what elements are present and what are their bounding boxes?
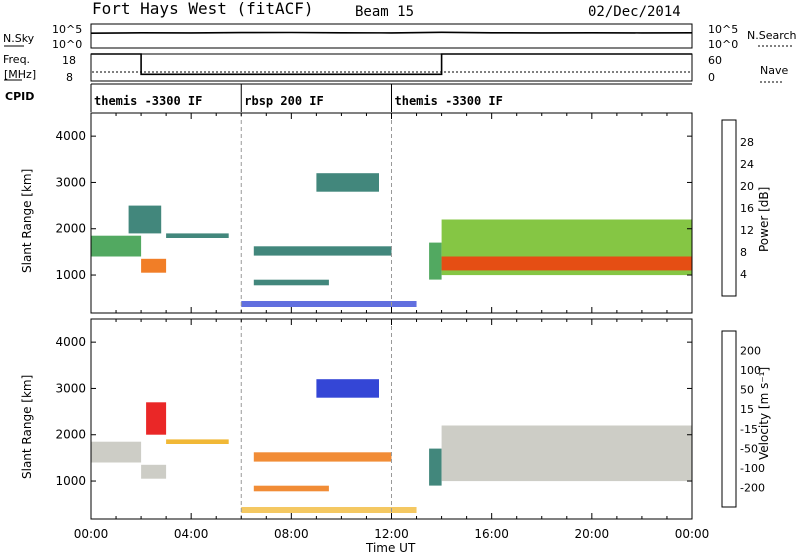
scatter-region [141,464,167,479]
scatter-region [429,448,442,486]
power-colorbar: 4 8 12 16 20 24 28 [721,119,754,297]
scatter-region [141,258,167,273]
power-y-label: Slant Range [km] [20,169,34,273]
colorbar-frame [721,330,737,508]
cpid-strip: CPID themis -3300 IF rbsp 200 IF themis -3… [5,83,692,112]
y-tick-label: 2000 [55,428,86,442]
power-tick-label: 8 [740,246,747,259]
x-tick-label: 20:00 [575,527,610,541]
power-colorbar-label: Power [dB] [757,187,771,252]
scatter-region [429,242,442,280]
freq-label-bottom: [MHz] [4,68,36,81]
y-tick-label: 2000 [55,222,86,236]
cpid-segment-label: rbsp 200 IF [244,94,323,108]
nave-label: Nave [760,64,788,77]
scatter-region [166,233,229,238]
scatter-region [316,379,379,398]
velocity-y-label: Slant Range [km] [20,375,34,479]
noise-left-tick-top: 10^5 [52,23,82,36]
freq-label-top: Freq. [3,53,30,66]
scatter-region [441,425,692,482]
station-title: Fort Hays West (fitACF) [92,0,314,18]
power-tick-label: 16 [740,202,754,215]
x-tick-label: 00:00 [675,527,710,541]
scatter-region [253,279,329,286]
beam-label: Beam 15 [355,4,414,20]
scatter-region [91,441,142,463]
scatter-region [128,205,162,234]
velocity-colorbar: 200 100 50 15 -15 -50 -100 -200 [721,330,765,508]
velocity-tick-label: -15 [740,423,758,436]
velocity-tick-label: 200 [740,345,761,358]
noise-sky-line [90,31,693,34]
power-tick-label: 12 [740,224,754,237]
y-tick-label: 4000 [55,129,86,143]
near-range-echoes [241,507,417,513]
scatter-region [441,256,692,271]
nave-tick-bottom: 0 [708,71,715,84]
velocity-colorbar-label: Velocity [m s⁻¹] [757,367,771,460]
scatter-region [253,246,392,256]
noise-left-tick-bottom: 10^0 [52,38,82,51]
frequency-strip: Freq. [MHz] 18 8 60 0 Nave [3,53,788,84]
noise-strip: N.Sky 10^5 10^0 10^5 10^0 N.Search [3,23,797,51]
power-tick-label: 28 [740,136,754,149]
noise-right-label: N.Search [747,29,797,42]
noise-left-label: N.Sky [3,32,35,45]
power-tick-label: 24 [740,158,754,171]
near-range-echoes [241,301,417,307]
velocity-tick-label: 100 [740,364,761,377]
power-panel: 1000 2000 3000 4000 [55,112,693,314]
velocity-tick-label: 50 [740,384,754,397]
scatter-region [253,452,392,462]
y-tick-label: 3000 [55,175,86,189]
velocity-panel: 1000 2000 3000 4000 [55,318,693,520]
x-tick-label: 08:00 [274,527,309,541]
scatter-region [316,173,379,192]
y-tick-label: 1000 [55,474,86,488]
noise-right-tick-bottom: 10^0 [708,38,738,51]
scatter-region [146,402,167,435]
x-tick-label: 12:00 [374,527,409,541]
cpid-label: CPID [5,90,34,103]
x-tick-label: 16:00 [474,527,509,541]
velocity-tick-label: -200 [740,481,765,494]
noise-right-tick-top: 10^5 [708,23,738,36]
power-tick-label: 4 [740,268,747,281]
scatter-region [91,235,142,257]
nave-tick-top: 60 [708,54,722,67]
freq-tick-bottom: 8 [66,71,73,84]
scatter-region [253,485,329,492]
velocity-tick-label: 15 [740,403,754,416]
scatter-region [166,439,229,444]
colorbar-frame [721,119,737,297]
x-axis-label: Time UT [365,541,416,554]
x-tick-label: 00:00 [74,527,109,541]
velocity-tick-label: -50 [740,442,758,455]
time-axis: 00:00 04:00 08:00 12:00 16:00 20:00 00:00 [74,527,710,541]
cpid-segment-label: themis -3300 IF [94,94,202,108]
date-label: 02/Dec/2014 [588,4,681,20]
cpid-segment-label: themis -3300 IF [395,94,503,108]
y-tick-label: 3000 [55,381,86,395]
y-tick-label: 4000 [55,335,86,349]
y-tick-label: 1000 [55,268,86,282]
freq-tick-top: 18 [62,54,76,67]
x-tick-label: 04:00 [174,527,209,541]
power-tick-label: 20 [740,180,754,193]
velocity-tick-label: -100 [740,462,765,475]
frequency-line [91,53,692,76]
